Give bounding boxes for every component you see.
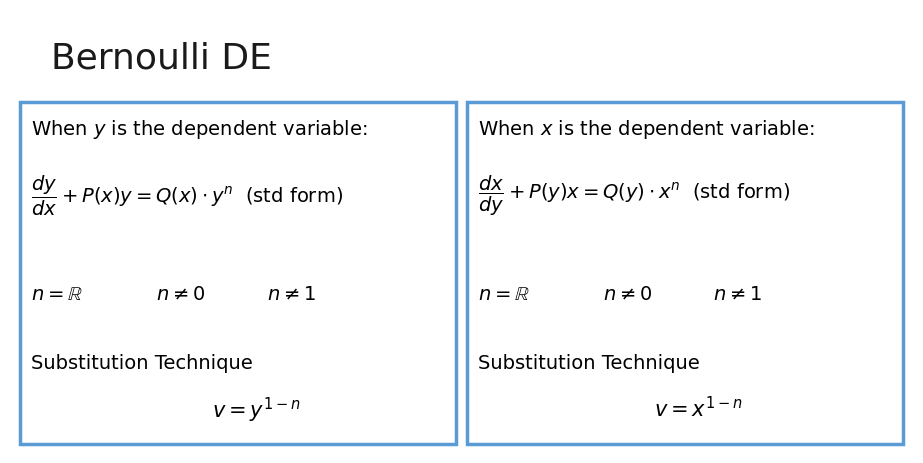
Text: $\dfrac{dx}{dy} + P(y)x = Q(y) \cdot x^{n}$  (std form): $\dfrac{dx}{dy} + P(y)x = Q(y) \cdot x^{… [478,174,790,218]
Text: Substitution Technique: Substitution Technique [478,354,700,373]
Text: $n = \mathbb{R}$: $n = \mathbb{R}$ [478,285,530,304]
FancyBboxPatch shape [467,102,903,444]
Text: $n \neq 1$: $n \neq 1$ [713,285,762,304]
Text: When $x$ is the dependent variable:: When $x$ is the dependent variable: [478,118,815,141]
Text: $n \neq 1$: $n \neq 1$ [267,285,316,304]
Text: $\dfrac{dy}{dx} + P(x)y = Q(x) \cdot y^{n}$  (std form): $\dfrac{dy}{dx} + P(x)y = Q(x) \cdot y^{… [31,174,343,218]
Text: When $y$ is the dependent variable:: When $y$ is the dependent variable: [31,118,368,141]
Text: $v = y^{1-n}$: $v = y^{1-n}$ [212,396,301,425]
Text: Substitution Technique: Substitution Technique [31,354,253,373]
Text: $v = x^{1-n}$: $v = x^{1-n}$ [654,396,743,421]
Text: Bernoulli DE: Bernoulli DE [51,42,271,75]
Text: $n = \mathbb{R}$: $n = \mathbb{R}$ [31,285,83,304]
Text: $n \neq 0$: $n \neq 0$ [603,285,652,304]
FancyBboxPatch shape [20,102,456,444]
Text: $n \neq 0$: $n \neq 0$ [156,285,205,304]
